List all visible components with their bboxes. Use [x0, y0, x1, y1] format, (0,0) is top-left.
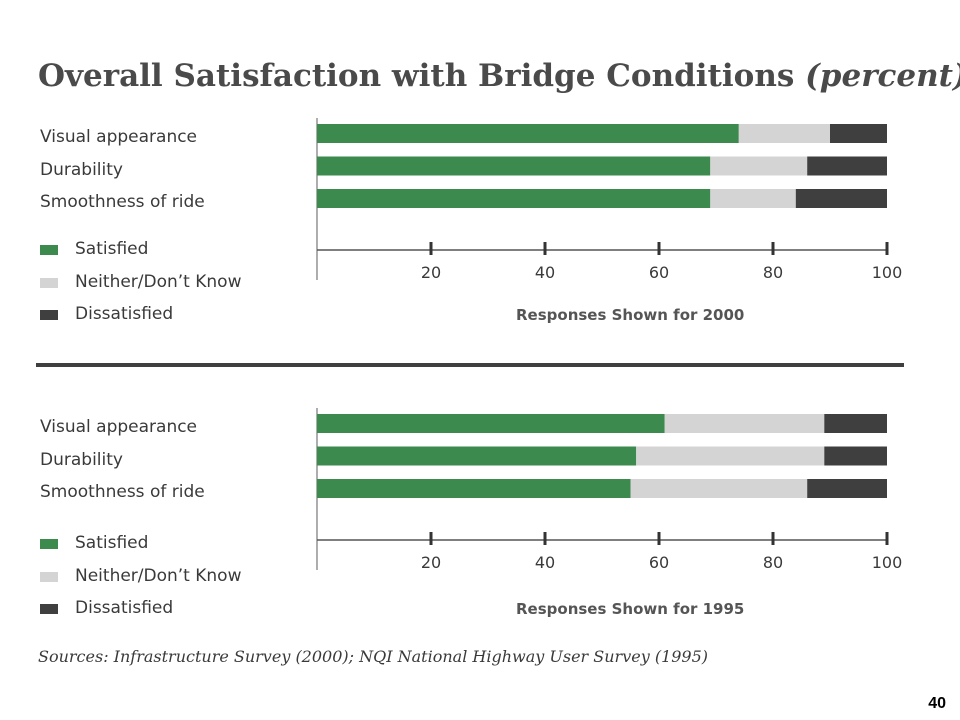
bar-segment-dissatisfied: [824, 414, 887, 433]
x-tick-label: 60: [649, 553, 669, 572]
panel-divider: [36, 363, 904, 367]
x-tick-label: 40: [535, 263, 555, 282]
sources-note: Sources: Infrastructure Survey (2000); N…: [38, 647, 709, 666]
category-label: Durability: [40, 160, 123, 180]
bar-segment-satisfied: [317, 479, 631, 498]
page-number: 40: [928, 695, 946, 712]
category-label: Smoothness of ride: [40, 482, 205, 502]
bar-segment-dissatisfied: [830, 124, 887, 143]
bar-segment-satisfied: [317, 189, 711, 208]
x-tick-label: 80: [763, 553, 783, 572]
x-tick-label: 20: [421, 553, 441, 572]
bar-segment-dissatisfied: [795, 189, 887, 208]
x-tick-label: 40: [535, 553, 555, 572]
category-label: Visual appearance: [40, 127, 198, 147]
bar-segment-neither: [738, 124, 830, 143]
legend-swatch-neither: [40, 572, 58, 582]
legend-label: Satisfied: [75, 239, 149, 259]
bar-segment-satisfied: [317, 414, 665, 433]
x-tick-label: 100: [872, 553, 903, 572]
legend-swatch-satisfied: [40, 245, 58, 255]
legend-label: Dissatisfied: [75, 304, 174, 324]
chart-panel-1995: Visual appearance Durability Smoothness …: [0, 408, 960, 658]
bar-segment-dissatisfied: [807, 479, 887, 498]
bar-segment-satisfied: [317, 446, 637, 466]
bar-chart-2000: 20 40 60 80 100: [316, 118, 903, 282]
bar-segment-satisfied: [317, 124, 739, 143]
legend-label: Dissatisfied: [75, 598, 174, 618]
category-label: Durability: [40, 450, 123, 470]
legend-swatch-satisfied: [40, 539, 58, 549]
legend-label: Satisfied: [75, 533, 149, 553]
x-tick-label: 80: [763, 263, 783, 282]
legend-swatch-neither: [40, 278, 58, 288]
legend-label: Neither/Don’t Know: [75, 272, 242, 292]
x-tick-label: 20: [421, 263, 441, 282]
category-label: Smoothness of ride: [40, 192, 205, 212]
legend-swatch-dissatisfied: [40, 604, 58, 614]
bar-segment-satisfied: [317, 156, 711, 176]
bar-segment-neither: [636, 446, 825, 466]
bar-chart-1995: 20 40 60 80 100: [316, 408, 903, 572]
category-label: Visual appearance: [40, 417, 198, 437]
legend-label: Neither/Don’t Know: [75, 566, 242, 586]
chart-caption: Responses Shown for 2000: [516, 306, 745, 324]
chart-title-emphasis: (percent): [805, 58, 960, 94]
x-tick-label: 100: [872, 263, 903, 282]
legend-swatch-dissatisfied: [40, 310, 58, 320]
bar-segment-dissatisfied: [807, 156, 887, 176]
bar-segment-dissatisfied: [824, 446, 887, 466]
x-tick-label: 60: [649, 263, 669, 282]
chart-title-main: Overall Satisfaction with Bridge Conditi…: [38, 58, 795, 94]
chart-panel-2000: Visual appearance Durability Smoothness …: [0, 118, 960, 368]
chart-title: Overall Satisfaction with Bridge Conditi…: [38, 58, 960, 94]
bar-segment-neither: [710, 156, 808, 176]
bar-segment-neither: [630, 479, 808, 498]
bar-segment-neither: [710, 189, 796, 208]
bar-segment-neither: [664, 414, 825, 433]
chart-caption: Responses Shown for 1995: [516, 600, 745, 618]
